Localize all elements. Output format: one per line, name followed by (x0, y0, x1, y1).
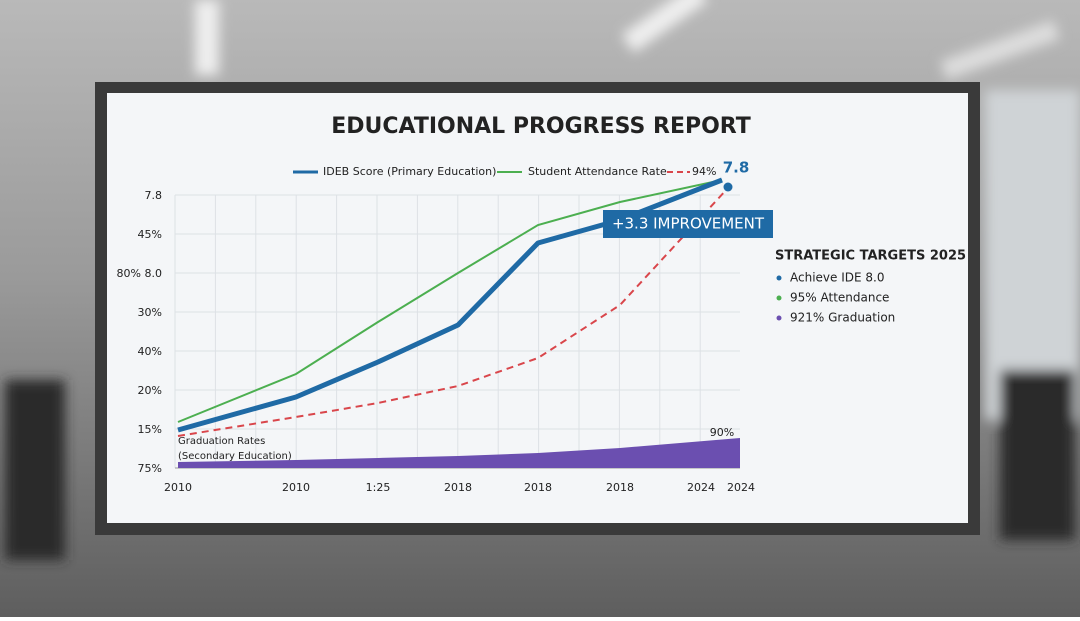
x-axis-label: 2024 (727, 481, 755, 494)
x-axis-label: 2024 (687, 481, 715, 494)
y-axis-label: 15% (138, 423, 162, 436)
screen (107, 93, 968, 523)
office-blur (5, 0, 1080, 560)
x-axis-label: 2010 (282, 481, 310, 494)
legend-label: 94% (692, 165, 716, 178)
peak-label: 7.8 (723, 159, 750, 177)
target-item: 95% Attendance (790, 291, 889, 305)
y-axis-label: 7.8 (145, 189, 163, 202)
target-item: Achieve IDE 8.0 (790, 271, 884, 285)
y-axis-label: 75% (138, 462, 162, 475)
x-axis-label: 2010 (164, 481, 192, 494)
target-item: 921% Graduation (790, 311, 895, 325)
x-axis-labels: 2010 2010 1:25 2018 2018 2018 2024 2024 (164, 481, 755, 494)
y-axis-label: 20% (138, 384, 162, 397)
x-axis-label: 2018 (606, 481, 634, 494)
attendance-line (177, 179, 723, 423)
legend-label: Student Attendance Rate (528, 165, 667, 178)
y-axis-label: 80% 8.0 (117, 267, 162, 280)
title: EDUCATIONAL PROGRESS REPORT (331, 114, 751, 139)
y-axis-labels: 7.8 45% 80% 8.0 30% 40% 20% 15% 75% (117, 189, 162, 475)
area-label: Graduation Rates (178, 436, 265, 447)
x-axis-label: 2018 (524, 481, 552, 494)
graduation-area (178, 438, 740, 468)
targets-title: STRATEGIC TARGETS 2025 (775, 249, 966, 264)
y-axis-label: 45% (138, 228, 162, 241)
y-axis-label: 30% (138, 306, 162, 319)
legend-label: IDEB Score (Primary Education) (323, 165, 496, 178)
x-axis-label: 1:25 (366, 481, 391, 494)
bullet (776, 315, 782, 321)
annotation: +3.3 IMPROVEMENT (612, 215, 765, 233)
x-axis-label: 2018 (444, 481, 472, 494)
end-point (723, 182, 733, 192)
bullet (776, 275, 782, 281)
y-axis-label: 40% (138, 345, 162, 358)
annotation-box (603, 210, 773, 238)
area-label: (Secondary Education) (178, 451, 292, 462)
bullet (776, 295, 782, 301)
area-end-label: 90% (710, 426, 734, 439)
